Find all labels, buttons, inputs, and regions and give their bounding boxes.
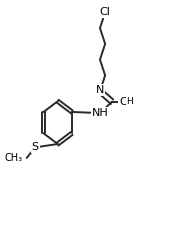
Text: N: N [96, 85, 104, 95]
Text: H: H [126, 97, 133, 106]
Text: Cl: Cl [100, 7, 111, 17]
Text: NH: NH [92, 108, 108, 118]
Text: O: O [119, 97, 128, 107]
Text: S: S [32, 142, 39, 152]
Text: CH₃: CH₃ [4, 153, 22, 163]
